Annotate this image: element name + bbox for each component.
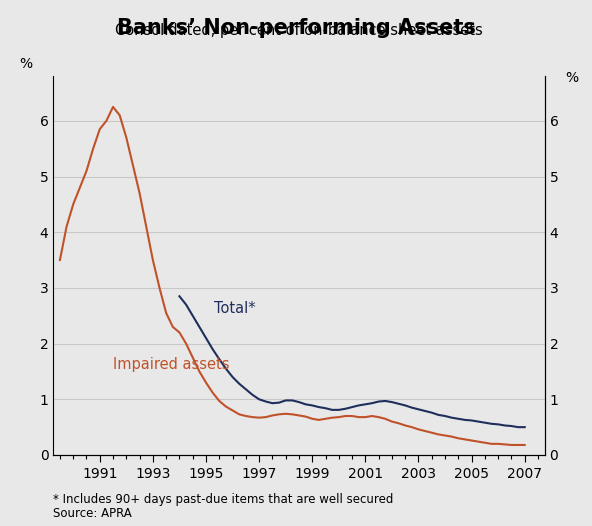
Title: Consolidated, per cent of on-balance sheet assets: Consolidated, per cent of on-balance she… [115,23,483,37]
Text: Total*: Total* [214,301,256,316]
Text: Banks’ Non-performing Assets: Banks’ Non-performing Assets [117,18,475,38]
Text: * Includes 90+ days past-due items that are well secured: * Includes 90+ days past-due items that … [53,493,394,506]
Text: Impaired assets: Impaired assets [113,357,230,372]
Text: Source: APRA: Source: APRA [53,507,132,520]
Y-axis label: %: % [20,57,33,70]
Y-axis label: %: % [565,70,578,85]
